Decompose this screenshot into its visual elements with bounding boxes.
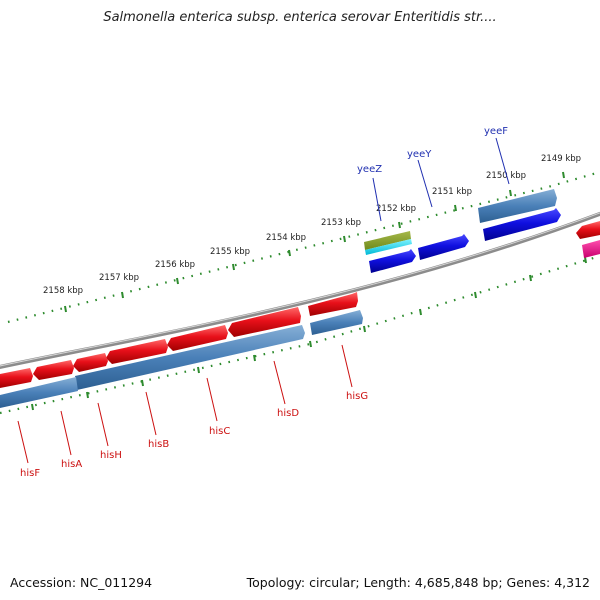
gene-feature-lower-steel-long[interactable]	[75, 325, 305, 390]
gene-feature-upper-steel[interactable]	[478, 189, 557, 223]
gene-label-hisF[interactable]: hisF	[20, 468, 40, 479]
scale-label-2157: 2157 kbp	[99, 273, 139, 283]
gene-feature-hisB-red[interactable]	[106, 339, 168, 364]
gene-feature-hisC-red[interactable]	[167, 325, 228, 351]
label-line-hisA	[60, 410, 72, 456]
label-line-hisG	[341, 344, 353, 388]
genome-title: Salmonella enterica subsp. enterica sero…	[103, 10, 497, 25]
scale-label-2153: 2153 kbp	[321, 218, 361, 228]
gene-feature-upper-blue-3[interactable]	[483, 208, 561, 241]
gene-feature-hisG-steel[interactable]	[310, 310, 363, 335]
genome-backbone-highlight	[0, 212, 600, 367]
scale-label-2152: 2152 kbp	[376, 204, 416, 214]
genome-backbone	[0, 211, 600, 369]
gene-label-hisH[interactable]: hisH	[100, 450, 122, 461]
label-line-yeeZ	[372, 177, 382, 222]
gene-label-yeeF[interactable]: yeeF	[484, 126, 508, 137]
gene-feature-hisH-red[interactable]	[73, 353, 108, 372]
gene-feature-hisG-red[interactable]	[308, 292, 358, 316]
gene-label-hisC[interactable]: hisC	[209, 426, 230, 437]
lower-major-ticks	[31, 256, 587, 411]
label-line-hisB	[145, 391, 157, 436]
upper-major-ticks	[64, 171, 565, 313]
gene-feature-upper-red-edge[interactable]	[576, 221, 600, 239]
gene-feature-upper-olive[interactable]	[364, 231, 412, 255]
gene-feature-pink-edge[interactable]	[582, 240, 600, 258]
gene-label-hisA[interactable]: hisA	[61, 459, 82, 470]
label-line-hisH	[97, 402, 109, 447]
label-line-hisF	[17, 420, 29, 464]
scale-label-2149: 2149 kbp	[541, 154, 581, 164]
gene-feature-hisD-red[interactable]	[228, 307, 301, 337]
gene-feature-hisF-red[interactable]	[0, 368, 33, 388]
gene-feature-lower-steel-left[interactable]	[0, 377, 78, 408]
label-line-yeeY	[417, 159, 433, 208]
gene-label-yeeZ[interactable]: yeeZ	[357, 164, 382, 175]
label-line-yeeF	[495, 137, 510, 185]
gene-feature-hisA-red[interactable]	[33, 360, 74, 380]
gene-label-hisG[interactable]: hisG	[346, 391, 368, 402]
scale-label-2156: 2156 kbp	[155, 260, 195, 270]
accession-text: Accession: NC_011294	[10, 575, 153, 590]
scale-label-2154: 2154 kbp	[266, 233, 306, 243]
label-line-hisC	[206, 377, 218, 422]
gene-label-hisB[interactable]: hisB	[148, 439, 169, 450]
scale-label-2150: 2150 kbp	[486, 171, 526, 181]
label-line-hisD	[273, 360, 286, 405]
genome-summary-text: Topology: circular; Length: 4,685,848 bp…	[246, 575, 590, 590]
scale-label-2151: 2151 kbp	[432, 187, 472, 197]
scale-label-2155: 2155 kbp	[210, 247, 250, 257]
scale-label-2158: 2158 kbp	[43, 286, 83, 296]
gene-feature-upper-blue-2[interactable]	[418, 234, 469, 260]
gene-label-hisD[interactable]: hisD	[277, 408, 299, 419]
gene-label-yeeY[interactable]: yeeY	[407, 149, 432, 160]
gene-feature-upper-blue-1[interactable]	[369, 249, 416, 273]
